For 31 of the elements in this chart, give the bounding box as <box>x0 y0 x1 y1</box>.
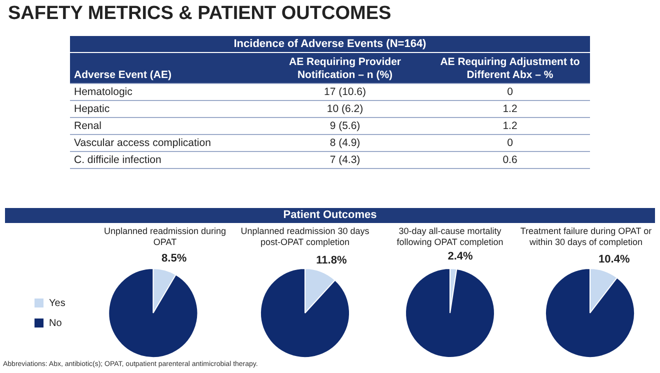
text: 0.6 <box>502 152 518 168</box>
text: 8 (4.9) <box>328 136 362 150</box>
text: AE Requiring Provider Notification – n (%) <box>288 55 402 83</box>
legend-label: No <box>49 318 62 329</box>
data-label: 8.5% <box>162 252 187 265</box>
text: 0 <box>506 84 514 100</box>
text: 17 (10.6) <box>322 84 368 100</box>
chart-title: 30-day all-cause mortality following OPAT completion <box>396 226 504 248</box>
text: Hepatic <box>73 102 111 116</box>
text: AE Requiring Adjustment to Different Abx – % <box>439 55 581 83</box>
data-label: 10.4% <box>598 254 630 266</box>
chart-title: Treatment failure during OPAT or within 30 days of completion <box>519 226 653 248</box>
text: Renal <box>73 118 102 134</box>
text: Incidence of Adverse Events (N=164) <box>70 36 590 53</box>
text: SAFETY METRICS & PATIENT OUTCOMES <box>8 3 392 25</box>
text: 1.2 <box>502 102 518 116</box>
chart-title: Unplanned readmission 30 days post-OPAT completion <box>240 226 370 248</box>
text: 0 <box>506 136 514 150</box>
data-label: 11.8% <box>316 254 347 266</box>
text: 9 (5.6) <box>328 118 362 134</box>
text: 10 (6.2) <box>326 102 364 116</box>
data-label: 2.4% <box>448 250 474 263</box>
text: 7 (4.3) <box>328 152 362 168</box>
text: Hematologic <box>73 84 134 100</box>
legend-label: Yes <box>49 298 66 309</box>
text: C. difficile infection <box>73 152 162 168</box>
text: 1.2 <box>502 118 518 134</box>
chart-title: Unplanned readmission during OPAT <box>102 226 228 248</box>
text: Adverse Event (AE) <box>73 68 172 83</box>
text: Vascular access complication <box>73 136 212 150</box>
text: Patient Outcomes <box>5 208 655 223</box>
